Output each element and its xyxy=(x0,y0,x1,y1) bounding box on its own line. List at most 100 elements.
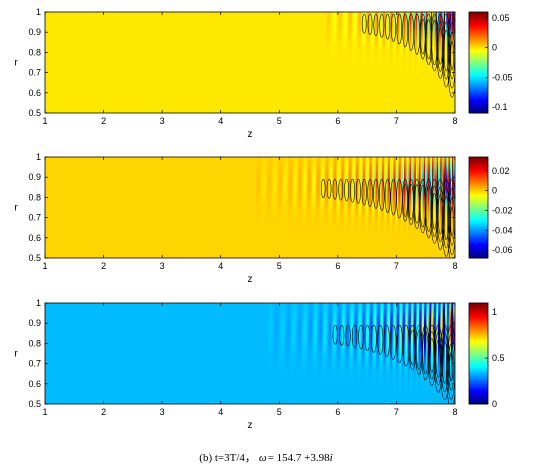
field-cell xyxy=(395,36,398,39)
field-cell xyxy=(385,48,387,51)
field-cell xyxy=(288,227,290,231)
field-cell xyxy=(378,52,380,55)
field-cell xyxy=(392,42,394,45)
field-cell xyxy=(445,20,447,23)
field-cell xyxy=(289,227,291,231)
field-cell xyxy=(311,189,314,192)
field-cell xyxy=(420,20,423,23)
field-cell xyxy=(257,209,260,212)
field-cell xyxy=(449,30,452,33)
field-cell xyxy=(411,42,413,45)
field-cell xyxy=(412,14,414,17)
field-cell xyxy=(316,225,318,229)
field-cell xyxy=(309,161,311,164)
field-cell xyxy=(397,64,399,67)
field-cell xyxy=(298,189,301,192)
field-cell xyxy=(293,173,296,176)
contour-line xyxy=(396,13,403,45)
field-cell xyxy=(331,46,333,49)
field-cell xyxy=(392,22,394,25)
field-cell xyxy=(378,60,380,63)
field-cell xyxy=(404,38,406,41)
field-cell xyxy=(309,185,311,188)
field-cell xyxy=(259,201,262,204)
field-cell xyxy=(261,217,263,221)
field-cell xyxy=(433,38,435,41)
field-cell xyxy=(285,161,288,164)
field-cell xyxy=(277,197,280,200)
field-cell xyxy=(374,48,377,51)
field-cell xyxy=(419,16,421,19)
field-cell xyxy=(266,187,269,190)
field-cell xyxy=(262,181,264,184)
field-cell xyxy=(416,50,419,53)
field-cell xyxy=(345,30,348,33)
field-cell xyxy=(262,177,264,180)
field-cell xyxy=(292,185,295,188)
field-cell xyxy=(265,207,268,210)
field-cell xyxy=(268,225,270,229)
field-cell xyxy=(316,165,318,168)
field-cell xyxy=(404,14,406,17)
contour-line xyxy=(385,13,391,40)
field-cell xyxy=(346,32,349,35)
field-cell xyxy=(411,60,413,63)
field-cell xyxy=(330,30,332,33)
field-cell xyxy=(332,52,335,55)
field-cell xyxy=(295,165,297,168)
field-cell xyxy=(309,195,311,198)
field-cell xyxy=(380,52,383,55)
field-cell xyxy=(296,161,298,164)
colorbar-swatch xyxy=(469,15,488,18)
field-cell xyxy=(409,42,412,45)
contour-line xyxy=(420,18,426,55)
field-cell xyxy=(381,50,384,53)
field-cell xyxy=(446,24,448,27)
field-cell xyxy=(292,203,295,206)
field-cell xyxy=(378,24,380,27)
field-cell xyxy=(279,189,282,192)
field-cell xyxy=(428,36,431,39)
field-cell xyxy=(288,217,290,221)
field-cell xyxy=(435,22,438,25)
field-cell xyxy=(380,30,383,33)
field-cell xyxy=(256,219,259,223)
field-cell xyxy=(270,161,273,164)
field-cell xyxy=(415,14,418,17)
field-cell xyxy=(432,70,434,73)
field-cell xyxy=(364,18,366,21)
field-cell xyxy=(445,18,447,21)
field-cell xyxy=(276,183,278,186)
field-cell xyxy=(438,46,440,49)
field-cell xyxy=(266,175,269,178)
field-cell xyxy=(430,12,433,15)
field-cell xyxy=(357,56,359,59)
field-cell xyxy=(261,197,263,200)
field-cell xyxy=(452,56,454,59)
field-cell xyxy=(278,219,281,223)
field-cell xyxy=(373,52,376,55)
field-cell xyxy=(293,177,296,180)
field-cell xyxy=(312,215,315,218)
field-cell xyxy=(415,26,418,29)
field-cell xyxy=(397,48,399,51)
field-cell xyxy=(389,46,392,49)
field-cell xyxy=(363,46,365,49)
field-cell xyxy=(373,48,376,51)
field-cell xyxy=(358,44,360,47)
field-cell xyxy=(332,50,335,53)
colorbar-swatch xyxy=(469,32,488,35)
field-cell xyxy=(307,225,310,229)
field-cell xyxy=(381,18,384,21)
field-cell xyxy=(348,22,351,25)
field-cell xyxy=(318,191,321,194)
field-cell xyxy=(309,221,311,225)
field-cell xyxy=(290,193,292,196)
field-cell xyxy=(257,199,260,202)
field-cell xyxy=(432,34,434,37)
field-cell xyxy=(268,157,270,160)
field-cell xyxy=(440,22,442,25)
field-cell xyxy=(428,18,431,21)
field-cell xyxy=(434,60,437,63)
